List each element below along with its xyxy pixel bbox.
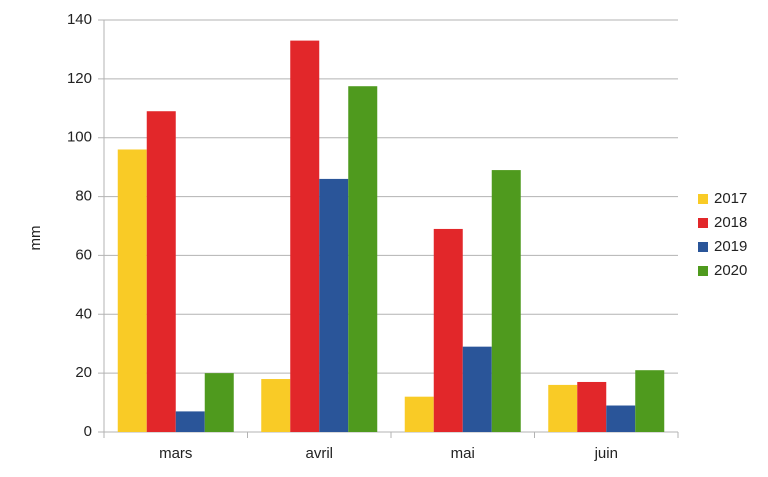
y-tick-label: 140 [67,11,92,28]
y-tick-label: 0 [84,423,92,440]
bar [433,228,463,432]
y-tick-label: 20 [75,364,92,381]
y-tick-label: 120 [67,70,92,87]
bar [462,346,492,432]
legend-swatch [698,242,708,252]
bar [146,111,176,432]
x-tick-label: juin [594,445,618,462]
bar [548,384,578,432]
bar [348,86,378,432]
bar [117,149,147,432]
y-tick-label: 60 [75,246,92,263]
bar [577,381,607,432]
legend-label: 2019 [714,238,747,255]
bar [606,405,636,432]
bar [175,411,205,432]
bar [491,170,521,433]
legend-swatch [698,266,708,276]
legend-swatch [698,218,708,228]
x-tick-label: avril [305,445,333,462]
bar [404,396,434,432]
legend-label: 2017 [714,190,747,207]
y-tick-label: 100 [67,129,92,146]
bar [635,370,665,432]
bar [319,178,349,432]
bar [204,373,234,432]
legend-swatch [698,194,708,204]
legend-label: 2018 [714,214,747,231]
x-tick-label: mars [159,445,192,462]
legend-label: 2020 [714,262,747,279]
y-tick-label: 40 [75,305,92,322]
bar [261,379,291,432]
y-tick-label: 80 [75,188,92,205]
x-tick-label: mai [451,445,475,462]
bar [290,40,320,432]
y-axis-label: mm [27,226,44,251]
